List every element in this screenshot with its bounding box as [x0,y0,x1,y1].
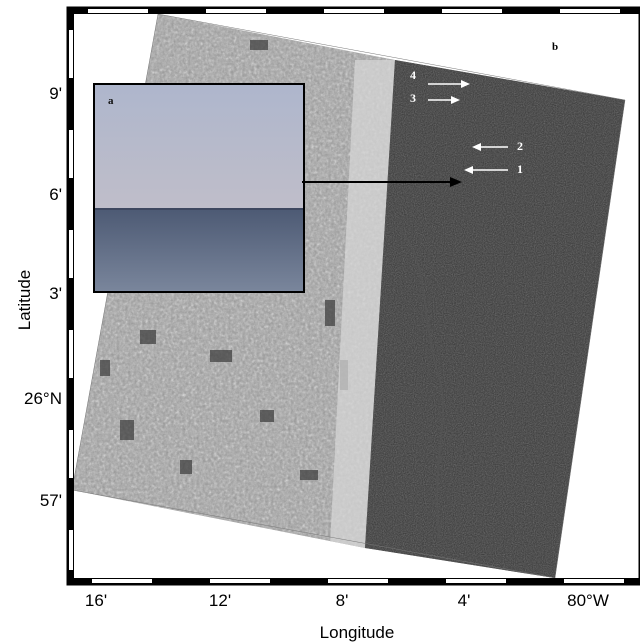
inset-label: a [108,95,114,107]
marker-2: 2 [472,139,523,153]
x-axis-title: Longitude [320,623,395,642]
neatline-top [68,8,640,14]
neatline-left [68,8,74,584]
neatline-bottom [68,578,640,584]
x-tick-80w: 80°W [567,591,609,610]
marker-4-label: 4 [410,68,416,82]
y-tick-26n: 26°N [24,389,62,408]
ocean-swath [365,60,625,578]
x-tick-16: 16' [85,591,107,610]
x-tick-12: 12' [209,591,231,610]
marker-4: 4 [410,68,470,88]
marker-2-label: 2 [517,139,523,153]
y-tick-6: 6' [49,185,62,204]
x-tick-4: 4' [458,591,471,610]
y-axis-title: Latitude [15,270,34,331]
marker-1: 1 [464,162,523,176]
y-tick-3: 3' [49,284,62,303]
panel-b-label: b [552,41,558,53]
marker-1-label: 1 [517,162,523,176]
marker-3-label: 3 [410,91,416,105]
y-tick-57: 57' [40,491,62,510]
x-tick-8: 8' [336,591,349,610]
inset-photo: a [93,83,305,293]
inset-connector-arrow [302,177,462,187]
y-tick-9: 9' [49,84,62,103]
y-axis-ticks: 9' 6' 3' 26°N 57' [24,84,62,510]
marker-3: 3 [410,91,460,105]
x-axis-ticks: 16' 12' 8' 4' 80°W [85,591,609,610]
